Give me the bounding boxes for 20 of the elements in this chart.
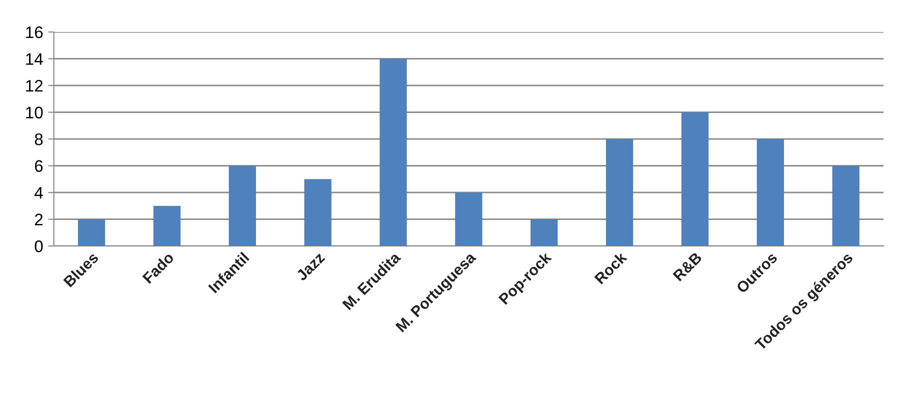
bar [530, 219, 558, 246]
y-tick-label: 6 [34, 160, 43, 172]
y-tick-label: 0 [34, 240, 43, 252]
bar [78, 219, 106, 246]
bar [380, 58, 407, 246]
y-tick-label: 12 [26, 80, 43, 92]
bar [681, 112, 709, 246]
bar [304, 179, 332, 246]
bar [832, 166, 860, 246]
bar [455, 192, 482, 246]
y-tick-label: 14 [26, 53, 43, 65]
y-tick-label: 8 [34, 133, 43, 146]
bar [756, 139, 784, 246]
bar [606, 139, 634, 246]
y-tick-label: 10 [26, 106, 43, 118]
y-tick-label: 2 [34, 214, 43, 226]
y-tick-label: 16 [26, 26, 43, 38]
bar [228, 166, 256, 246]
bar [153, 206, 181, 246]
y-tick-label: 4 [34, 187, 43, 199]
